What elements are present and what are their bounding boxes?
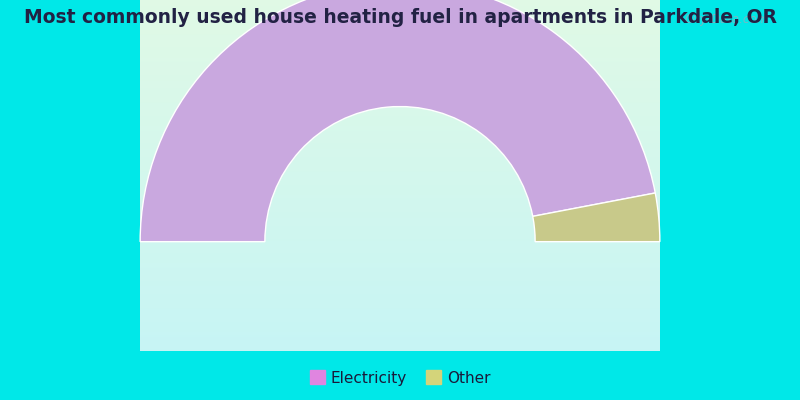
Text: City-Data.com: City-Data.com <box>685 13 769 26</box>
Wedge shape <box>533 193 660 242</box>
Text: Most commonly used house heating fuel in apartments in Parkdale, OR: Most commonly used house heating fuel in… <box>23 8 777 27</box>
Wedge shape <box>140 0 655 242</box>
Legend: Electricity, Other: Electricity, Other <box>303 364 497 392</box>
